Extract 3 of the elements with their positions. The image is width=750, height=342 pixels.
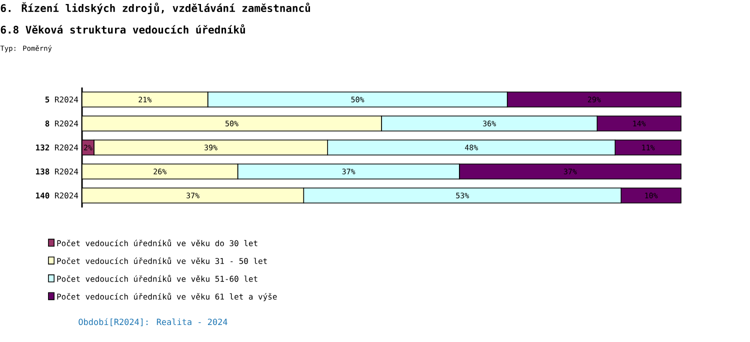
chart-title: 6. Řízení lidských zdrojů, vzdělávání zaměstnanců — [0, 2, 310, 14]
text: Období[R2024]: Realita - 2024 — [78, 318, 228, 326]
chart-subtitle: 6.8 Věková struktura vedoucích úředníků — [0, 24, 245, 34]
